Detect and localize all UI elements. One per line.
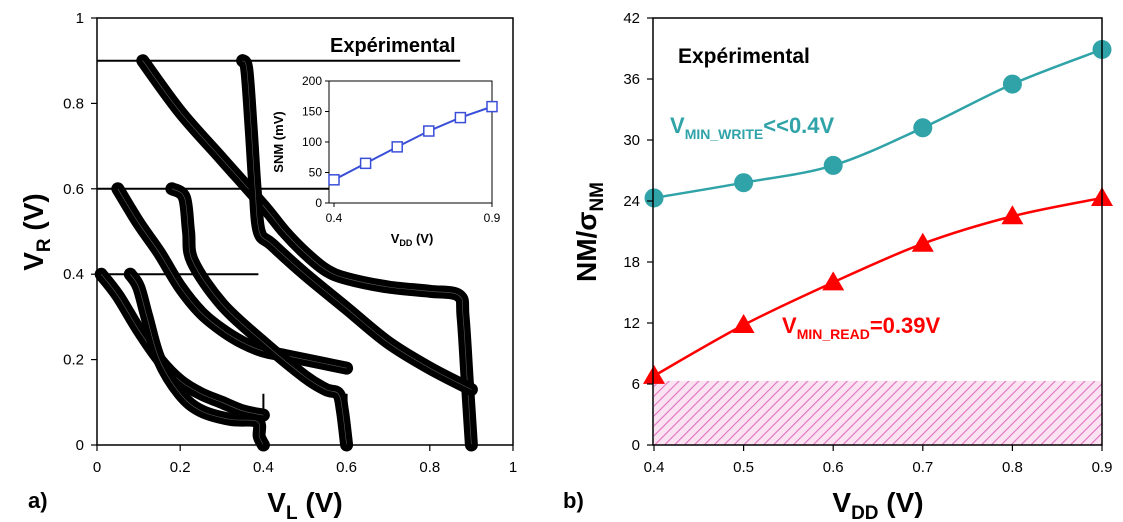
inset-y-label: SNM (mV)	[271, 111, 286, 172]
inset-x-tick-label: 0.4	[326, 211, 343, 225]
y-tick-label: 0.4	[63, 266, 84, 283]
y-tick-label: 0.8	[63, 95, 84, 112]
inset-x-tick-label: 0.9	[484, 211, 501, 225]
read-marker	[732, 314, 755, 334]
write-line	[653, 48, 1103, 200]
butterfly-curve-detail	[171, 188, 347, 446]
y-tick-label: 6	[632, 376, 640, 393]
panel-a-x-label: VL (V)	[267, 487, 342, 522]
read-line	[653, 196, 1103, 377]
butterfly-curve-vdd-0.9	[236, 54, 478, 396]
butterfly-curve-detail	[142, 60, 472, 446]
panel-a-chart: 0 0.2 0.4 0.6 0.8 1 0 0.2 0.4 0.6 0.8 1 Expériment…	[18, 10, 517, 522]
panel-b-title: Expérimental	[678, 45, 810, 68]
y-tick-label: 0.2	[63, 352, 84, 369]
butterfly-curve-detail	[100, 274, 264, 416]
x-tick-label: 0.5	[733, 459, 754, 476]
y-tick-label: 0	[632, 437, 640, 454]
y-tick-label: 30	[623, 132, 640, 149]
write-marker	[913, 118, 933, 138]
x-tick-label: 1	[509, 459, 517, 476]
y-tick-label: 18	[623, 254, 640, 271]
x-tick-label: 0.8	[1002, 459, 1023, 476]
inset-snm-series	[328, 100, 498, 186]
snm-inset-chart: 0 50 100 150 200 0.4 0.9 SNM (mV) VDD (V)	[271, 74, 501, 248]
panel-b-label: b)	[563, 488, 584, 513]
write-marker	[1002, 74, 1022, 94]
inset-y-tick-label: 200	[302, 74, 322, 88]
panel-a-label: a)	[28, 488, 48, 513]
panel-a-title: Expérimental	[330, 35, 456, 57]
read-marker	[643, 364, 665, 384]
x-tick-label: 0	[93, 459, 101, 476]
x-tick-label: 0.8	[419, 459, 440, 476]
inset-x-label: VDD (V)	[391, 231, 434, 248]
write-marker	[734, 173, 754, 193]
inset-snm-marker	[359, 157, 372, 170]
panel-a-y-ticks: 0 0.2 0.4 0.6 0.8 1	[63, 10, 97, 454]
x-tick-label: 0.2	[170, 459, 191, 476]
y-tick-label: 36	[623, 71, 640, 88]
panel-b-y-ticks: 0 6 12 18 24 30 36 42	[623, 10, 653, 454]
panel-a-y-label: VR (V)	[18, 193, 55, 271]
x-tick-label: 0.7	[912, 459, 933, 476]
read-marker	[1001, 205, 1024, 225]
inset-y-tick-label: 50	[309, 166, 323, 180]
panel-b-x-ticks: 0.4 0.5 0.6 0.7 0.8 0.9	[644, 445, 1113, 476]
x-tick-label: 0.4	[253, 459, 274, 476]
butterfly-curve-detail	[117, 188, 347, 369]
x-tick-label: 0.9	[1092, 459, 1113, 476]
y-tick-label: 24	[623, 193, 640, 210]
inset-snm-marker	[454, 111, 467, 124]
y-tick-label: 42	[623, 10, 640, 27]
inset-snm-marker	[328, 174, 340, 186]
y-tick-label: 1	[76, 10, 84, 27]
inset-snm-marker	[423, 125, 435, 137]
x-tick-label: 0.4	[644, 459, 665, 476]
hatch-band	[654, 380, 1102, 445]
read-annotation: VMIN_READ=0.39V	[782, 313, 940, 342]
butterfly-curve-vdd-0.9	[136, 54, 478, 452]
inset-snm-marker	[391, 141, 403, 153]
read-marker	[822, 271, 845, 291]
inset-ticks: 0 50 100 150 200 0.4 0.9	[302, 74, 501, 225]
y-tick-label: 0	[76, 437, 84, 454]
inset-frame	[328, 80, 493, 204]
panel-a-plot-frame	[96, 17, 514, 446]
butterfly-curve-vdd-0.4	[123, 267, 270, 452]
panel-a-x-ticks: 0 0.2 0.4 0.6 0.8 1	[93, 445, 517, 476]
write-annotation: VMIN_WRITE<<0.4V	[670, 113, 835, 142]
panel-b-x-label: VDD (V)	[832, 487, 923, 522]
butterfly-curve-detail	[130, 274, 264, 446]
write-marker	[644, 188, 664, 208]
butterfly-curve-vdd-0.4	[94, 267, 270, 422]
read-marker	[911, 232, 934, 252]
panel-b-plot-frame	[652, 17, 1103, 446]
x-tick-label: 0.6	[336, 459, 357, 476]
inset-y-tick-label: 100	[302, 135, 322, 149]
inset-y-tick-label: 0	[315, 196, 322, 210]
y-tick-label: 0.6	[63, 181, 84, 198]
butterfly-curves	[94, 54, 478, 452]
butterfly-curve-vdd-0.6	[165, 182, 354, 452]
y-tick-label: 12	[623, 315, 640, 332]
inset-y-tick-label: 150	[302, 105, 322, 119]
panel-b-chart: 0.4 0.5 0.6 0.7 0.8 0.9 0 6 12 18 24 30 36 42 Expéri…	[563, 10, 1113, 522]
x-tick-label: 0.6	[823, 459, 844, 476]
butterfly-curve-vdd-0.6	[111, 182, 354, 375]
butterfly-curve-detail	[242, 60, 472, 390]
write-marker	[823, 155, 843, 175]
inset-snm-marker	[486, 100, 498, 113]
panel-b-y-label: NM/σNM	[571, 182, 608, 282]
